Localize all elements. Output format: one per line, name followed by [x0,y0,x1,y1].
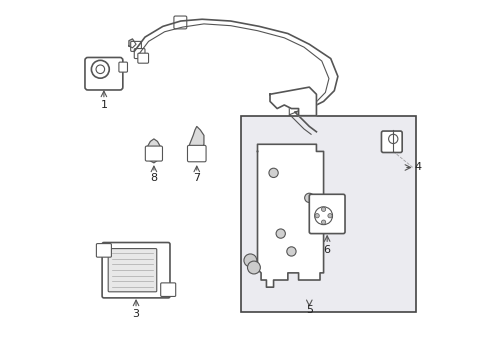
Circle shape [269,168,278,177]
FancyBboxPatch shape [146,146,163,161]
FancyBboxPatch shape [188,145,206,162]
Text: 8: 8 [150,173,157,183]
Bar [242,116,416,312]
Text: 4: 4 [415,162,422,172]
Circle shape [315,213,319,218]
Polygon shape [258,144,323,287]
Text: 5: 5 [306,305,313,315]
Circle shape [305,193,314,203]
Text: 2: 2 [258,221,265,231]
Text: 7: 7 [193,173,200,183]
FancyBboxPatch shape [300,106,311,116]
FancyBboxPatch shape [381,131,402,153]
FancyBboxPatch shape [102,243,170,298]
FancyBboxPatch shape [174,16,187,29]
Polygon shape [147,139,161,163]
FancyBboxPatch shape [138,53,148,63]
Polygon shape [190,126,204,157]
Circle shape [244,254,257,267]
Text: 6: 6 [324,245,331,255]
FancyBboxPatch shape [134,49,145,59]
Text: 3: 3 [133,309,140,319]
FancyBboxPatch shape [289,108,300,117]
Text: 1: 1 [100,100,107,110]
FancyBboxPatch shape [309,194,345,234]
FancyBboxPatch shape [97,244,111,257]
FancyBboxPatch shape [85,58,123,90]
FancyBboxPatch shape [108,249,157,292]
Circle shape [321,207,326,211]
FancyBboxPatch shape [131,41,142,51]
Circle shape [328,213,332,218]
Polygon shape [270,87,317,116]
FancyBboxPatch shape [161,283,176,296]
Circle shape [247,261,260,274]
Circle shape [287,247,296,256]
Circle shape [321,220,326,224]
FancyBboxPatch shape [119,62,127,72]
Circle shape [276,229,285,238]
Polygon shape [129,39,136,48]
